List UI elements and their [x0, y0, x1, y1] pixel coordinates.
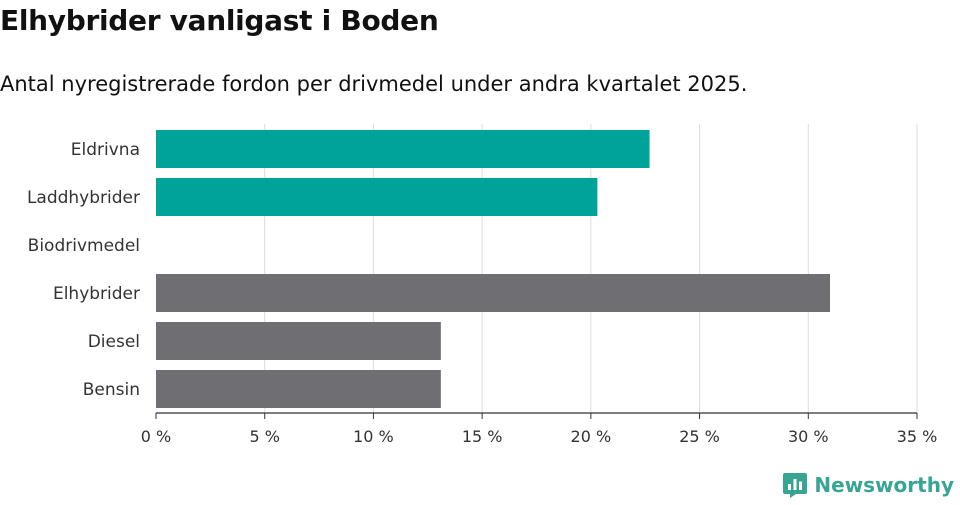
category-label: Bensin [83, 380, 140, 400]
x-tick-label: 0 % [141, 427, 171, 446]
newsworthy-logo: Newsworthy [782, 471, 954, 499]
bar-chart: Eldrivna Laddhybrider Biodrivmedel Elhybrid… [27, 124, 938, 446]
x-tick-label: 20 % [571, 427, 612, 446]
gridlines [264, 124, 918, 413]
bar-laddhybrider [156, 178, 598, 216]
category-label: Elhybrider [53, 284, 140, 304]
bar-chart-icon [783, 473, 808, 498]
x-tick-label: 15 % [462, 427, 503, 446]
category-label: Laddhybrider [27, 188, 140, 208]
logo-text: Newsworthy [814, 473, 954, 497]
x-tick-label: 10 % [353, 427, 394, 446]
bar-elhybrider [156, 274, 831, 312]
chart-subtitle: Antal nyregistrerade fordon per drivmede… [0, 72, 748, 96]
x-tick-label: 30 % [788, 427, 829, 446]
x-tick-label: 35 % [897, 427, 938, 446]
category-label: Biodrivmedel [28, 236, 140, 256]
category-label: Eldrivna [71, 140, 140, 160]
chart-title: Elhybrider vanligast i Boden [0, 4, 439, 37]
bars [156, 130, 831, 408]
category-label: Diesel [88, 332, 140, 352]
x-tick-label: 5 % [249, 427, 279, 446]
x-tick-label: 25 % [679, 427, 720, 446]
category-labels: Eldrivna Laddhybrider Biodrivmedel Elhybrid… [27, 140, 140, 400]
bar-eldrivna [156, 130, 650, 168]
x-axis: 0 % 5 % 10 % 15 % 20 % 25 % 30 % 35 % [141, 412, 938, 446]
bar-bensin [156, 370, 441, 408]
bar-diesel [156, 322, 441, 360]
